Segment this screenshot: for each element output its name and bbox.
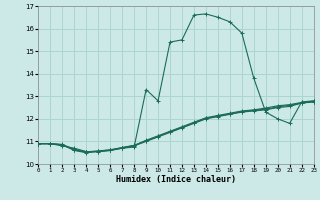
X-axis label: Humidex (Indice chaleur): Humidex (Indice chaleur) bbox=[116, 175, 236, 184]
